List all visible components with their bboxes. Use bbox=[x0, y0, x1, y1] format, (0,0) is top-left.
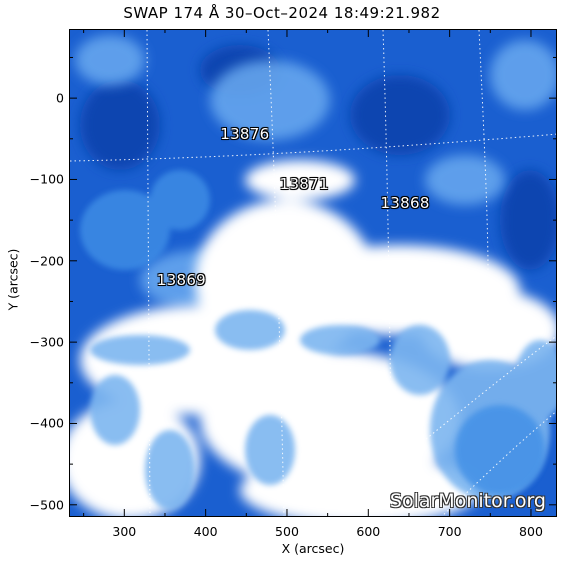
x-axis-label: X (arcsec) bbox=[281, 541, 345, 556]
x-tick-label: 500 bbox=[275, 524, 299, 539]
x-tick-label: 400 bbox=[193, 524, 218, 539]
solar-image-panel bbox=[69, 29, 557, 517]
y-axis-label: Y (arcsec) bbox=[5, 248, 21, 311]
watermark-text: SolarMonitor.org bbox=[389, 490, 546, 512]
x-tick-label: 800 bbox=[519, 524, 543, 539]
active-region-label: 13868 bbox=[380, 193, 430, 212]
y-tick-label: 0 bbox=[56, 90, 64, 106]
x-tick-label: 300 bbox=[112, 524, 137, 539]
y-tick-label: −100 bbox=[29, 171, 64, 187]
active-region-label: 13871 bbox=[279, 175, 329, 194]
active-region-label: 13869 bbox=[156, 271, 207, 290]
euv-image bbox=[70, 30, 556, 516]
y-tick-label: −400 bbox=[29, 415, 64, 431]
active-region-label: 13876 bbox=[220, 124, 270, 143]
image-title: SWAP 174 Å 30–Oct–2024 18:49:21.982 bbox=[123, 4, 441, 22]
y-tick-label: −500 bbox=[29, 497, 64, 513]
x-tick-label: 600 bbox=[356, 524, 381, 539]
y-tick-label: −300 bbox=[29, 334, 64, 350]
x-tick-label: 700 bbox=[437, 524, 462, 539]
y-tick-label: −200 bbox=[29, 253, 64, 269]
